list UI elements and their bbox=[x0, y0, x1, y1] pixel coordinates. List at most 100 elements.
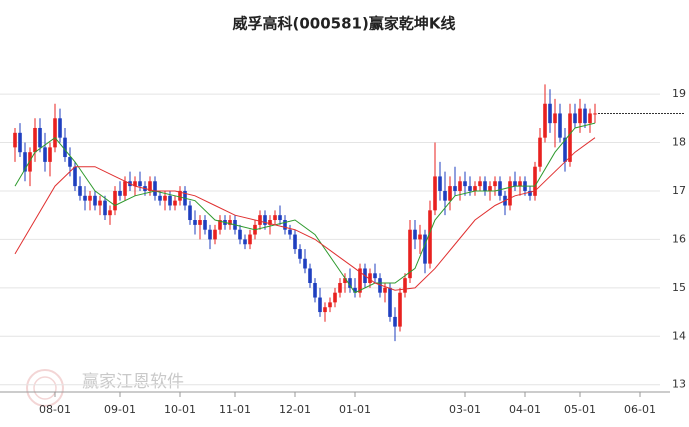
x-tick-label: 12-01 bbox=[279, 403, 311, 416]
candle-body bbox=[368, 273, 372, 283]
candle-body bbox=[28, 152, 32, 172]
candle-body bbox=[558, 113, 562, 138]
candle-body bbox=[568, 113, 572, 162]
candle-body bbox=[218, 220, 222, 230]
candle-body bbox=[33, 127, 37, 153]
candle-body bbox=[418, 234, 422, 240]
candle-body bbox=[18, 132, 22, 153]
candle-body bbox=[203, 220, 207, 230]
candle-body bbox=[58, 118, 62, 138]
candle-body bbox=[358, 268, 362, 293]
candle-body bbox=[258, 215, 262, 225]
candle-body bbox=[583, 108, 587, 124]
candle-body bbox=[388, 287, 392, 317]
candle-body bbox=[153, 181, 157, 196]
candle-body bbox=[398, 292, 402, 327]
candle-body bbox=[103, 200, 107, 216]
candle-body bbox=[353, 287, 357, 293]
y-tick-label: 16 bbox=[672, 232, 686, 245]
candle-body bbox=[448, 186, 452, 201]
candle-body bbox=[53, 118, 57, 148]
candle-body bbox=[548, 103, 552, 124]
candle-body bbox=[288, 229, 292, 235]
x-tick-label: 03-01 bbox=[449, 403, 481, 416]
y-tick-label: 17 bbox=[672, 184, 686, 197]
candle-body bbox=[433, 176, 437, 211]
watermark-logo bbox=[26, 369, 64, 407]
x-tick-label: 09-01 bbox=[104, 403, 136, 416]
candle-body bbox=[313, 283, 317, 298]
candle-body bbox=[373, 273, 377, 279]
candle-body bbox=[13, 132, 17, 148]
candle-body bbox=[498, 181, 502, 196]
y-tick-label: 13 bbox=[672, 378, 686, 391]
candle-body bbox=[428, 210, 432, 264]
candle-body bbox=[318, 297, 322, 313]
candle-body bbox=[438, 176, 442, 191]
x-tick-label: 10-01 bbox=[164, 403, 196, 416]
candle-body bbox=[563, 137, 567, 162]
candle-body bbox=[528, 190, 532, 196]
candle-body bbox=[413, 229, 417, 240]
candle-body bbox=[68, 157, 72, 167]
x-tick-label: 04-01 bbox=[509, 403, 541, 416]
candle-body bbox=[468, 186, 472, 191]
candle-body bbox=[488, 186, 492, 191]
candle-body bbox=[343, 278, 347, 283]
watermark: 赢家江恩软件 bbox=[82, 372, 184, 392]
candle-body bbox=[493, 181, 497, 187]
candle-body bbox=[148, 181, 152, 191]
y-tick-label: 15 bbox=[672, 281, 686, 294]
candle-body bbox=[553, 113, 557, 124]
candle-body bbox=[83, 195, 87, 201]
chart-title: 威孚高科(000581)赢家乾坤K线 bbox=[233, 15, 456, 33]
candle-body bbox=[283, 220, 287, 230]
candle-body bbox=[208, 229, 212, 240]
candle-body bbox=[248, 234, 252, 245]
candle-body bbox=[423, 234, 427, 264]
candle-body bbox=[263, 215, 267, 225]
candle-body bbox=[163, 195, 167, 201]
candle-body bbox=[348, 278, 352, 288]
candle-body bbox=[268, 220, 272, 225]
candle-body bbox=[573, 113, 577, 124]
candle-body bbox=[478, 181, 482, 187]
candle-body bbox=[333, 292, 337, 303]
candle-body bbox=[193, 220, 197, 225]
candle-body bbox=[308, 268, 312, 283]
candle-body bbox=[93, 195, 97, 206]
candle-body bbox=[593, 113, 597, 115]
x-tick-label: 06-01 bbox=[624, 403, 656, 416]
candle-body bbox=[173, 200, 177, 206]
candle-body bbox=[513, 181, 517, 187]
candle-body bbox=[108, 210, 112, 216]
candle-body bbox=[408, 229, 412, 279]
candle-body bbox=[533, 166, 537, 196]
candle-body bbox=[38, 127, 42, 148]
candle-body bbox=[403, 278, 407, 293]
x-tick-label: 11-01 bbox=[219, 403, 251, 416]
candle-body bbox=[213, 229, 217, 240]
candle-body bbox=[113, 190, 117, 211]
candle-body bbox=[178, 190, 182, 201]
candle-body bbox=[63, 137, 67, 158]
candle-body bbox=[378, 278, 382, 293]
candle-body bbox=[168, 195, 172, 206]
candle-body bbox=[98, 200, 102, 206]
candle-body bbox=[238, 229, 242, 240]
candle-body bbox=[383, 287, 387, 293]
candle-body bbox=[43, 147, 47, 162]
candle-body bbox=[393, 316, 397, 327]
candle-body bbox=[138, 181, 142, 187]
candle-body bbox=[228, 220, 232, 225]
candle-body bbox=[23, 152, 27, 172]
y-tick-label: 14 bbox=[672, 329, 686, 342]
candle-body bbox=[123, 181, 127, 196]
candle-body bbox=[483, 181, 487, 191]
candle-body bbox=[88, 195, 92, 201]
candle-body bbox=[243, 239, 247, 245]
candle-body bbox=[338, 283, 342, 293]
candle-body bbox=[508, 181, 512, 206]
candle-body bbox=[518, 181, 522, 187]
